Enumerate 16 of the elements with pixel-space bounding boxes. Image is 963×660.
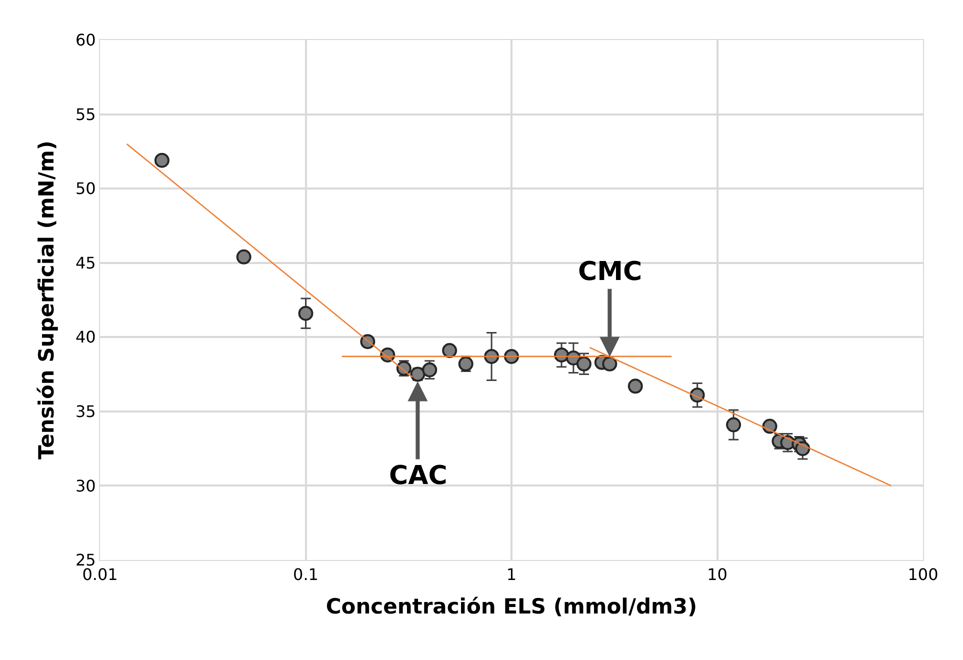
y-axis-title: Tensión Superficial (mN/m) bbox=[34, 140, 59, 460]
y-tick-label: 35 bbox=[75, 402, 96, 422]
y-tick-label: 50 bbox=[75, 179, 96, 198]
x-tick-label: 10 bbox=[707, 565, 728, 584]
x-tick-label: 0.01 bbox=[82, 565, 118, 584]
x-tick-label: 1 bbox=[506, 565, 517, 584]
x-tick-label: 0.1 bbox=[293, 565, 318, 584]
x-tick-label: 100 bbox=[908, 565, 938, 584]
y-tick-label: 60 bbox=[75, 30, 96, 50]
y-tick-label: 40 bbox=[75, 328, 96, 347]
y-tick-label: 30 bbox=[75, 476, 96, 496]
annotation: CAC bbox=[389, 461, 448, 491]
annotation: CMC bbox=[578, 257, 642, 287]
x-axis-title: Concentración ELS (mmol/dm3) bbox=[326, 594, 698, 618]
y-tick-label: 55 bbox=[75, 104, 96, 124]
y-tick-label: 45 bbox=[75, 253, 96, 272]
